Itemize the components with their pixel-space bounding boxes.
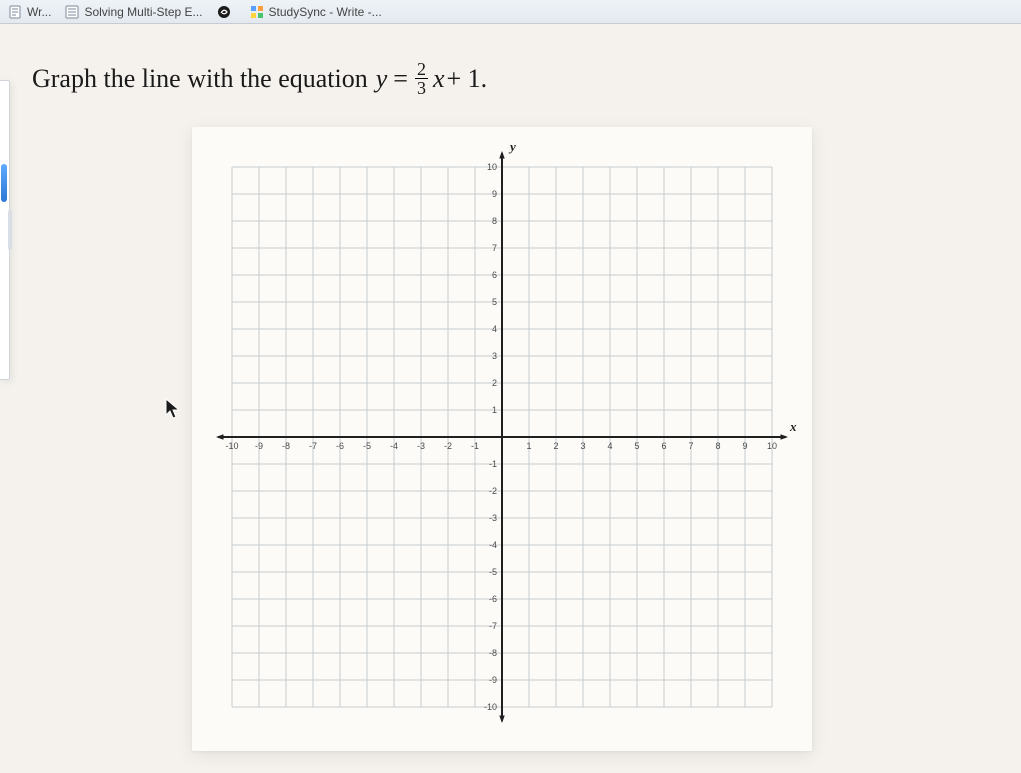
svg-text:-5: -5 [489,567,497,577]
svg-text:-6: -6 [489,594,497,604]
svg-text:x: x [789,419,797,434]
svg-text:8: 8 [715,441,720,451]
graph-card: y x -10 -9 -8 -7 -6 -5 -4 -3 -2 -1 1 2 3 4 5 6 7 8 9 10 -10 -9 -… [192,127,812,751]
svg-text:-7: -7 [489,621,497,631]
svg-text:-1: -1 [471,441,479,451]
svg-text:8: 8 [492,216,497,226]
svg-text:-5: -5 [363,441,371,451]
svg-text:6: 6 [492,270,497,280]
content-area: Graph the line with the equation y = 2 3… [0,24,1021,756]
svg-text:y: y [508,141,516,154]
bookmark-item-solving[interactable]: Solving Multi-Step E... [65,5,202,19]
bookmark-bar: Wr... Solving Multi-Step E... StudySync … [0,0,1021,24]
svg-text:10: 10 [487,162,497,172]
doc-icon [8,5,22,19]
svg-text:2: 2 [492,378,497,388]
svg-text:-4: -4 [390,441,398,451]
fraction-denominator: 3 [415,79,428,97]
graph-wrap: y x -10 -9 -8 -7 -6 -5 -4 -3 -2 -1 1 2 3 4 5 6 7 8 9 10 -10 -9 -… [192,127,1021,756]
prompt-prefix: Graph the line with the equation [32,64,368,94]
svg-text:5: 5 [634,441,639,451]
svg-text:5: 5 [492,297,497,307]
svg-text:-6: -6 [336,441,344,451]
list-icon [65,5,79,19]
svg-text:9: 9 [492,189,497,199]
svg-text:-1: -1 [489,459,497,469]
equation-equals: = [389,64,412,94]
svg-text:3: 3 [580,441,585,451]
equation-fraction: 2 3 [415,60,428,97]
svg-text:-4: -4 [489,540,497,550]
svg-text:3: 3 [492,351,497,361]
svg-text:-9: -9 [255,441,263,451]
svg-text:-2: -2 [489,486,497,496]
equation-rhs-var: x [431,64,447,94]
bookmark-item-swirl[interactable] [217,5,236,19]
svg-text:4: 4 [607,441,612,451]
svg-text:-3: -3 [417,441,425,451]
svg-text:-8: -8 [489,648,497,658]
svg-text:10: 10 [767,441,777,451]
equation-lhs: y [374,64,390,94]
bookmark-label: StudySync - Write -... [269,5,382,19]
svg-text:2: 2 [553,441,558,451]
svg-text:-3: -3 [489,513,497,523]
bookmark-label: Solving Multi-Step E... [84,5,202,19]
svg-text:4: 4 [492,324,497,334]
svg-text:9: 9 [742,441,747,451]
svg-text:-7: -7 [309,441,317,451]
svg-text:-10: -10 [225,441,238,451]
svg-text:6: 6 [661,441,666,451]
drag-handle-icon [8,210,12,250]
coordinate-grid[interactable]: y x -10 -9 -8 -7 -6 -5 -4 -3 -2 -1 1 2 3 4 5 6 7 8 9 10 -10 -9 -… [206,141,798,733]
svg-text:7: 7 [688,441,693,451]
svg-text:7: 7 [492,243,497,253]
bookmark-item-wr[interactable]: Wr... [8,5,51,19]
svg-text:1: 1 [526,441,531,451]
svg-text:-2: -2 [444,441,452,451]
svg-text:-8: -8 [282,441,290,451]
svg-text:-9: -9 [489,675,497,685]
svg-text:-10: -10 [484,702,497,712]
bookmark-label: Wr... [27,5,51,19]
equation-tail: + 1. [447,64,488,94]
fraction-numerator: 2 [415,60,428,79]
equation: y = 2 3 x + 1. [374,60,487,97]
svg-text:1: 1 [492,405,497,415]
question-prompt: Graph the line with the equation y = 2 3… [32,60,1021,97]
cursor-icon [164,397,182,419]
swirl-icon [217,5,231,19]
side-panel-handle[interactable] [0,80,10,380]
bookmark-item-studysync[interactable]: StudySync - Write -... [250,5,382,19]
side-panel-indicator [1,164,7,202]
grid4-icon [250,5,264,19]
